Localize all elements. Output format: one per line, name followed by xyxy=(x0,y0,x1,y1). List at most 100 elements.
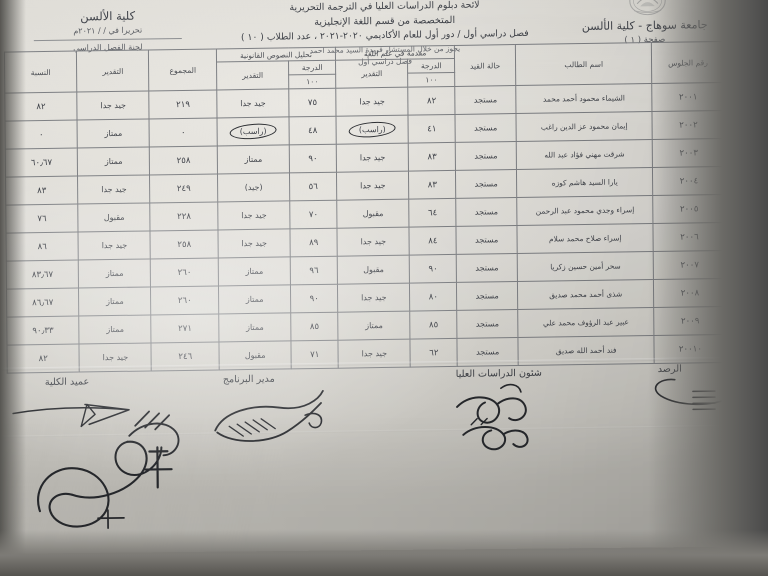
cell-subject1-degree: ٨٠ xyxy=(409,282,457,312)
signature-label-control: الكنترول xyxy=(739,360,768,372)
cell-student-name: شذى أحمد محمد صديق xyxy=(517,279,654,310)
cell-subject1-grade: جيد جدا xyxy=(337,227,410,257)
circled-fail-mark: (راسب) xyxy=(352,124,393,136)
cell-student-name: إسراء وجدي محمود عبد الرحمن xyxy=(516,195,654,226)
issue-date: تحريرا في / / ٢٠٢١م xyxy=(73,25,143,36)
cell-subject2-grade: مقبول xyxy=(218,340,292,370)
cell-serial: ٢ xyxy=(724,109,761,139)
circled-fail-mark: (راسب) xyxy=(233,126,274,138)
cell-student-name: سحر أمين حسين زكريا xyxy=(517,251,654,282)
col-header-total: المجموع xyxy=(148,48,217,91)
cell-serial: ٣ xyxy=(724,137,761,167)
cell-student-name: إيمان محمود عز الدين راغب xyxy=(515,111,653,142)
cell-subject2-degree: ٩٠ xyxy=(290,284,338,313)
cell-subject2-degree: ٧١ xyxy=(291,340,339,369)
col-header-s2-grade: التقدير xyxy=(216,60,289,90)
cell-subject2-grade: جيد جدا xyxy=(216,88,290,118)
cell-seat-number: ٢٠٠١ xyxy=(652,82,725,112)
cell-subject2-degree: ٤٨ xyxy=(289,116,337,145)
cell-enrollment-status: مستجد xyxy=(455,141,517,171)
cell-seat-number: ٢٠٠٧ xyxy=(653,250,726,280)
paper-fold-line-secondary xyxy=(1,424,768,438)
cell-percentage: ٨٦٫٦٧ xyxy=(6,288,79,318)
cell-percentage: ٨٣٫٦٧ xyxy=(6,260,79,290)
cell-subject1-degree: ٨٣ xyxy=(408,142,456,172)
cell-seat-number: ٢٠٠١٠ xyxy=(654,334,727,364)
cell-enrollment-status: مستجد xyxy=(455,197,517,227)
cell-final-grade: ممتاز xyxy=(78,314,152,345)
cell-subject2-degree: ٧٥ xyxy=(288,88,337,117)
cell-subject2-grade: (راسب) xyxy=(216,116,290,146)
cell-final-grade: ممتاز xyxy=(78,258,151,289)
cell-total: ٢٤٦ xyxy=(151,341,220,371)
col-header-s1-grade: التقدير xyxy=(335,59,409,89)
cell-serial: ٧ xyxy=(725,249,762,279)
col-header-percentage: النسبة xyxy=(4,51,77,94)
cell-final-grade: جيد جدا xyxy=(78,230,151,261)
cell-subject1-grade: جيد جدا xyxy=(337,283,410,313)
signature-control xyxy=(721,372,768,443)
cell-seat-number: ٢٠٠٣ xyxy=(652,138,725,168)
cell-percentage: ٧٦ xyxy=(5,204,79,234)
cell-total: ٢٢٨ xyxy=(150,201,218,231)
cell-seat-number: ٢٠٠٨ xyxy=(653,278,727,308)
signature-program-director xyxy=(209,385,340,467)
cell-serial: ٩ xyxy=(726,305,762,335)
cell-subject1-grade: جيد جدا xyxy=(338,339,411,369)
cell-percentage: ٨٣ xyxy=(5,176,78,206)
cell-student-name: إسراء صلاح محمد سلام xyxy=(516,223,654,254)
cell-percentage: ٨٢ xyxy=(6,344,80,374)
cell-total: ٢٥٨ xyxy=(150,229,219,259)
cell-total: ٢٦٠ xyxy=(150,257,219,287)
cell-seat-number: ٢٠٠٩ xyxy=(653,306,727,336)
col-header-final-grade: التقدير xyxy=(76,49,150,93)
cell-seat-number: ٢٠٠٥ xyxy=(653,194,726,224)
cell-seat-number: ٢٠٠٤ xyxy=(652,166,726,196)
cell-total: ٢٧١ xyxy=(151,313,219,343)
table-body: ١ ٢٠٠١ الشيماء محمود أحمد محمد مستجد ٨٢ جيد ج… xyxy=(4,81,763,374)
cell-subject1-degree: ٨٤ xyxy=(409,226,457,256)
cell-total: ٢٥٨ xyxy=(149,145,218,175)
cell-subject2-grade: جيد جدا xyxy=(217,228,291,258)
signature-graduate-affairs xyxy=(441,379,562,461)
cell-subject2-grade: ممتاز xyxy=(218,284,291,314)
cell-seat-number: ٢٠٠٢ xyxy=(652,110,725,140)
cell-subject1-grade: ممتاز xyxy=(337,311,411,341)
cell-student-name: عبير عبد الرؤوف محمد علي xyxy=(517,307,655,338)
signature-dean xyxy=(11,388,222,541)
cell-subject1-degree: ٩٠ xyxy=(409,254,457,284)
cell-enrollment-status: مستجد xyxy=(455,113,517,143)
cell-subject2-grade: (جيد) xyxy=(217,172,290,202)
cell-subject2-grade: ممتاز xyxy=(218,312,292,342)
signature-label-graduate-affairs: شئون الدراسات العليا xyxy=(455,367,542,380)
cell-subject1-grade: مقبول xyxy=(336,199,410,229)
col-header-student-name: اسم الطالب xyxy=(515,42,653,86)
cell-subject2-degree: ٥٦ xyxy=(289,172,337,201)
cell-total: ٢٦٠ xyxy=(150,285,219,315)
cell-enrollment-status: مستجد xyxy=(455,85,516,115)
cell-final-grade: ممتاز xyxy=(77,146,150,177)
cell-enrollment-status: مستجد xyxy=(456,225,518,255)
cell-subject1-degree: ٨٢ xyxy=(408,86,456,116)
col-header-s2-degree: الدرجة xyxy=(288,60,336,75)
signature-label-dean: عميد الكلية xyxy=(44,376,90,389)
cell-subject2-degree: ٩٠ xyxy=(289,144,337,173)
s1-max-mark: ١٠٠ xyxy=(407,72,456,88)
signature-label-recording: الرصد xyxy=(657,363,682,375)
col-header-serial: مسلسل xyxy=(723,40,760,83)
cell-enrollment-status: مستجد xyxy=(456,281,518,311)
cell-percentage: ٠ xyxy=(5,120,78,150)
cell-serial: ١٠ xyxy=(726,333,763,363)
cell-subject1-degree: ٦٢ xyxy=(410,338,458,368)
cell-subject1-grade: جيد جدا xyxy=(336,143,409,173)
cell-subject1-grade: مقبول xyxy=(337,255,410,285)
cell-student-name: شرقت مهني فؤاد عبد الله xyxy=(516,139,653,170)
cell-percentage: ٨٢ xyxy=(4,92,78,122)
s2-max-mark: ١٠٠ xyxy=(288,74,336,89)
cell-subject2-degree: ٧٠ xyxy=(289,200,338,229)
signature-recording xyxy=(631,367,752,429)
cell-total: ٢٤٩ xyxy=(149,173,218,203)
cell-subject2-degree: ٨٩ xyxy=(290,228,338,257)
